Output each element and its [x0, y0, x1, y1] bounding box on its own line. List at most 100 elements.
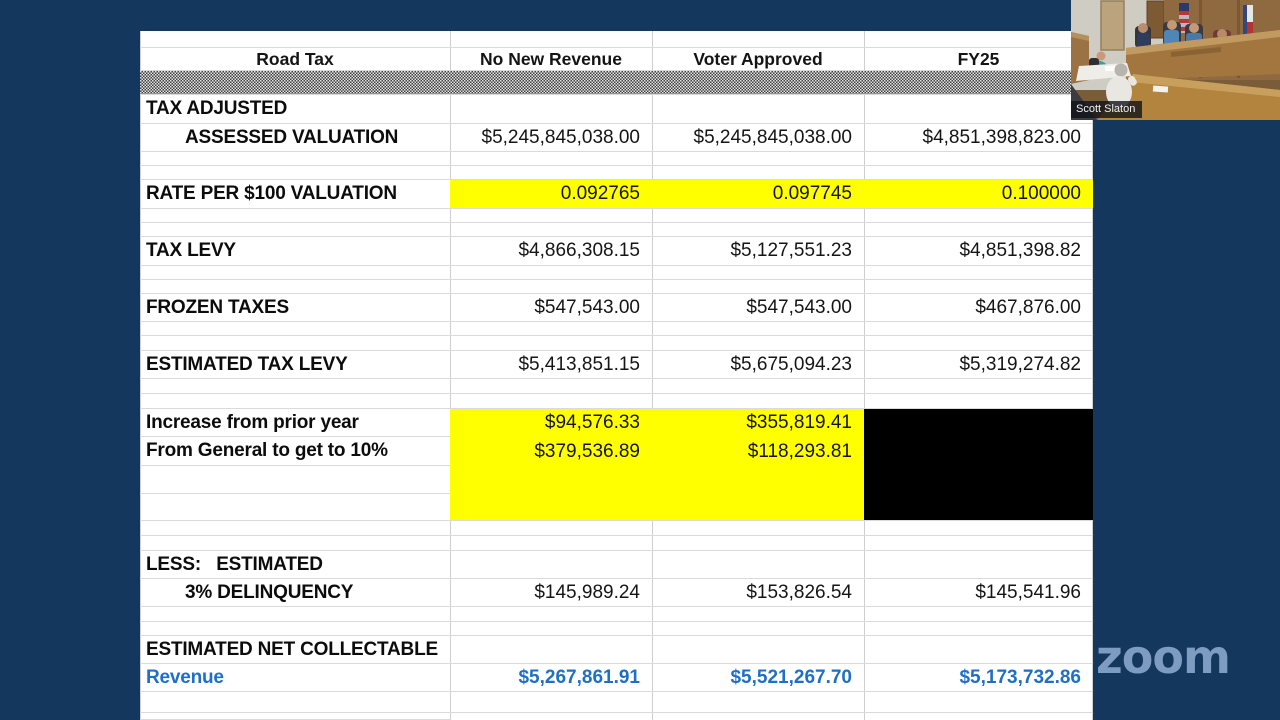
sheet-row: [140, 607, 1093, 622]
value-cell: $5,521,267.70: [730, 666, 852, 688]
sheet-row: From General to get to 10% $379,536.89 $11…: [140, 437, 1093, 466]
sheet-row: [140, 336, 1093, 351]
value-cell: $467,876.00: [975, 296, 1081, 318]
value-cell: [652, 223, 864, 236]
row-label-cell: [140, 322, 450, 335]
sheet-row: [140, 394, 1093, 409]
sheet-row: ESTIMATED NET COLLECTABLE: [140, 636, 1093, 664]
value-cell: 0.092765: [450, 180, 652, 208]
value-cell: [652, 713, 864, 720]
sheet-row: [140, 379, 1093, 394]
value-cell: [864, 409, 1093, 437]
value-cell: [864, 636, 1093, 663]
column-header: Voter Approved: [693, 48, 823, 69]
value-cell: [652, 494, 864, 520]
value-cell: [652, 636, 864, 663]
value-cell: [864, 622, 1093, 635]
sheet-row: [140, 209, 1093, 223]
value-cell: [864, 336, 1093, 350]
row-label-cell: TAX LEVY: [146, 240, 236, 261]
value-cell: [864, 322, 1093, 335]
sheet-row: [140, 494, 1093, 521]
column-gridline: [1092, 31, 1093, 720]
value-cell: [652, 31, 864, 47]
value-cell: $94,576.33: [450, 409, 652, 437]
row-label-cell: [140, 494, 450, 520]
row-label-cell: [140, 713, 450, 720]
sheet-row: 3% DELINQUENCY $145,989.24 $153,826.54 $145…: [140, 579, 1093, 607]
value-cell: $4,866,308.15: [518, 240, 640, 261]
column-header: No New Revenue: [480, 48, 622, 69]
sheet-row: [140, 622, 1093, 636]
row-label-cell: [140, 336, 450, 350]
value-cell: [450, 31, 652, 47]
value-cell: [652, 166, 864, 179]
value-cell: $5,245,845,038.00: [481, 126, 641, 148]
road-tax-spreadsheet: Road Tax No New Revenue Voter Approved FY25…: [140, 31, 1093, 720]
value-cell: $4,851,398,823.00: [922, 126, 1082, 148]
value-cell: $5,319,274.82: [959, 353, 1081, 375]
value-cell: [864, 152, 1093, 165]
value-cell: [450, 322, 652, 335]
value-cell: $547,543.00: [746, 296, 852, 318]
row-label-cell: [140, 152, 450, 165]
row-label-cell: [140, 280, 450, 293]
value-cell: [450, 521, 652, 535]
value-cell: [864, 551, 1093, 578]
sheet-row: [140, 223, 1093, 237]
value-cell: [864, 95, 1093, 123]
value-cell: [864, 437, 1093, 466]
row-label-cell: ESTIMATED TAX LEVY: [146, 353, 348, 375]
row-label-cell: ASSESSED VALUATION: [185, 126, 399, 148]
value-cell: [864, 31, 1093, 47]
value-cell: [652, 152, 864, 165]
value-cell: [652, 266, 864, 279]
sheet-row: [140, 322, 1093, 336]
row-label-cell: TAX ADJUSTED: [146, 98, 288, 119]
row-label-cell: RATE PER $100 VALUATION: [146, 183, 397, 204]
gray-divider-band: [140, 71, 1093, 94]
value-cell: [864, 466, 1093, 494]
value-cell: [652, 607, 864, 621]
value-cell: [450, 336, 652, 350]
sheet-row: Revenue $5,267,861.91 $5,521,267.70 $5,173,…: [140, 664, 1093, 692]
value-cell: $153,826.54: [746, 581, 852, 603]
row-label-cell: [140, 692, 450, 712]
value-cell: [652, 95, 864, 123]
value-cell: 0.100000: [864, 180, 1093, 208]
value-cell: [450, 166, 652, 179]
row-label-cell: [140, 622, 450, 635]
sheet-row: RATE PER $100 VALUATION 0.092765 0.097745 0…: [140, 180, 1093, 209]
column-header: Road Tax: [256, 48, 334, 69]
value-cell: [652, 551, 864, 578]
value-cell: [864, 494, 1093, 520]
column-gridline: [140, 31, 141, 720]
value-cell: [450, 692, 652, 712]
row-label-cell: 3% DELINQUENCY: [185, 581, 354, 603]
value-cell: [450, 551, 652, 578]
row-label-cell: [140, 607, 450, 621]
row-label-cell: Revenue: [146, 666, 224, 688]
value-cell: [450, 209, 652, 222]
value-cell: [450, 379, 652, 393]
value-cell: [864, 607, 1093, 621]
value-cell: [652, 379, 864, 393]
participant-video-thumbnail[interactable]: Scott Slaton: [1071, 0, 1280, 120]
value-cell: $145,541.96: [975, 581, 1081, 603]
sheet-row: [140, 466, 1093, 494]
value-cell: $547,543.00: [534, 296, 640, 318]
value-cell: [652, 209, 864, 222]
value-cell: [864, 209, 1093, 222]
row-label-cell: LESS: ESTIMATED: [146, 553, 323, 575]
sheet-row: TAX LEVY $4,866,308.15 $5,127,551.23 $4,851…: [140, 237, 1093, 266]
column-gridline: [652, 31, 653, 720]
value-cell: $4,851,398.82: [959, 240, 1081, 261]
value-cell: [450, 622, 652, 635]
value-cell: [864, 166, 1093, 179]
participant-name-badge: Scott Slaton: [1071, 101, 1143, 118]
row-label-cell: [140, 166, 450, 179]
value-cell: [864, 266, 1093, 279]
value-cell: [450, 223, 652, 236]
value-cell: [652, 466, 864, 494]
